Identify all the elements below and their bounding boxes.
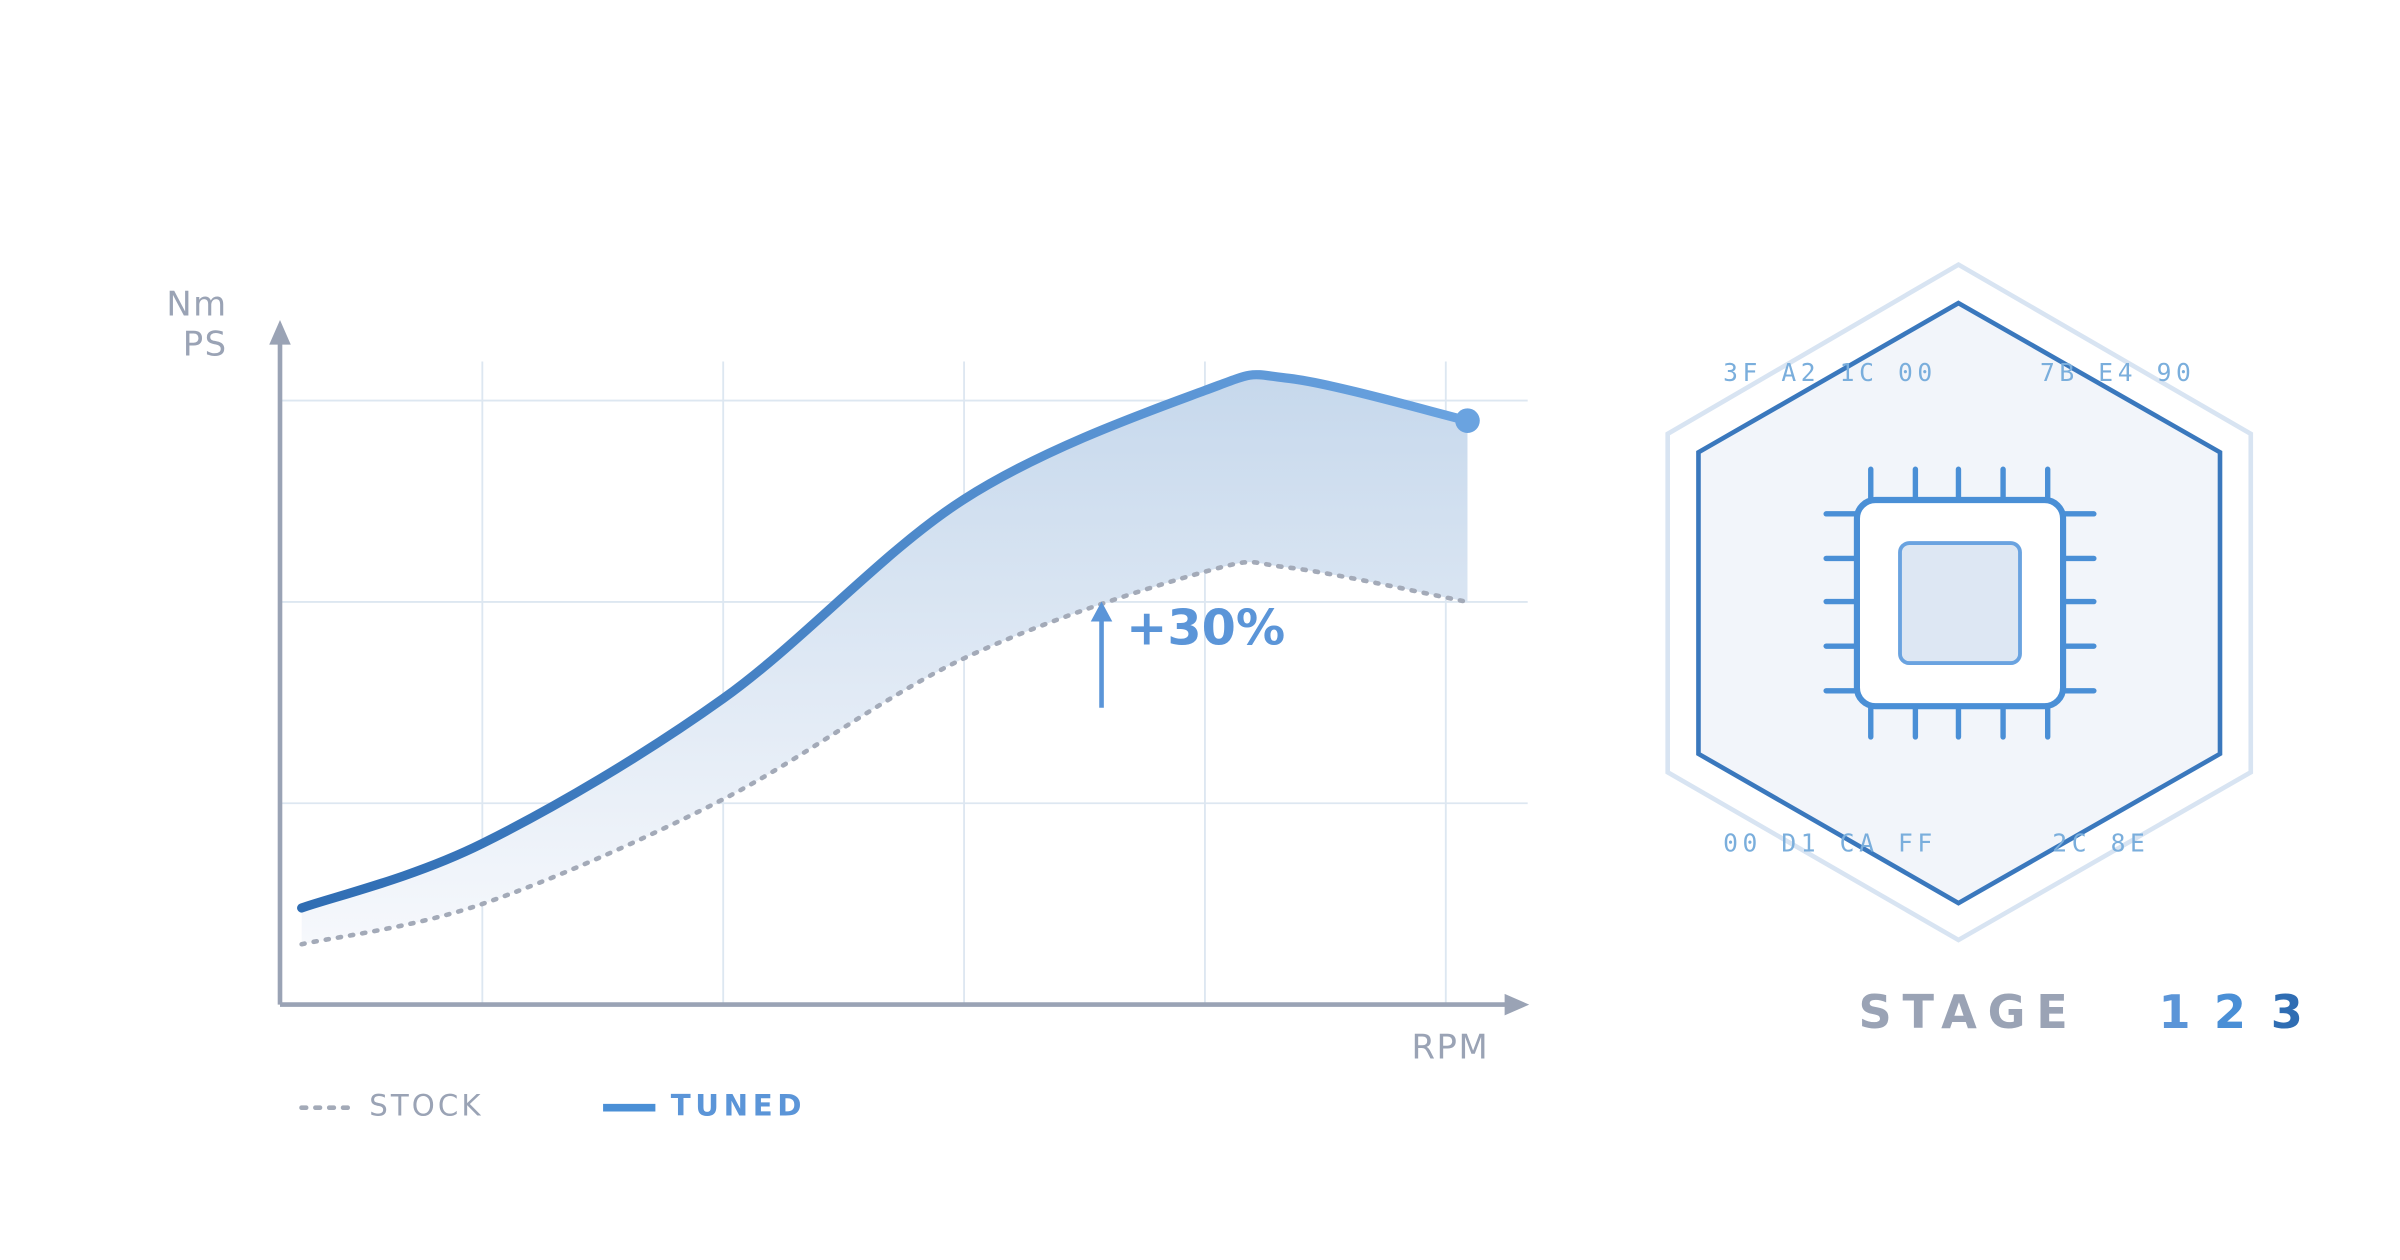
hex-code: 2C 8E xyxy=(2052,829,2149,858)
hex-outer xyxy=(1665,261,2254,943)
stage-number: 1 xyxy=(2158,985,2190,1039)
lines xyxy=(297,370,1480,947)
legend-label: TUNED xyxy=(671,1089,806,1123)
chip-core xyxy=(1898,541,2022,665)
stage-number: 2 xyxy=(2214,985,2246,1039)
legend-label: STOCK xyxy=(369,1089,483,1123)
stage-number: 3 xyxy=(2271,985,2303,1039)
y-axis-arrow xyxy=(269,320,291,345)
end-point xyxy=(1455,408,1480,433)
series-line xyxy=(297,370,1473,913)
hex-code: 7B E4 90 xyxy=(2040,358,2195,387)
y-label: Nm xyxy=(166,285,227,324)
x-label: RPM xyxy=(1412,1028,1490,1067)
series-line xyxy=(299,559,1470,947)
gain-area xyxy=(301,374,1468,945)
hex-code: 00 D1 CA FF xyxy=(1723,829,1937,858)
y-label: PS xyxy=(183,325,228,364)
gain-arrow-head xyxy=(1090,601,1113,622)
hex-code: 3F A2 1C 00 xyxy=(1723,358,1937,387)
x-axis-arrow xyxy=(1504,993,1530,1016)
annotation: +30% xyxy=(1126,598,1285,656)
stage-label: STAGE xyxy=(1858,985,2078,1039)
chip-pins xyxy=(1823,466,2097,740)
